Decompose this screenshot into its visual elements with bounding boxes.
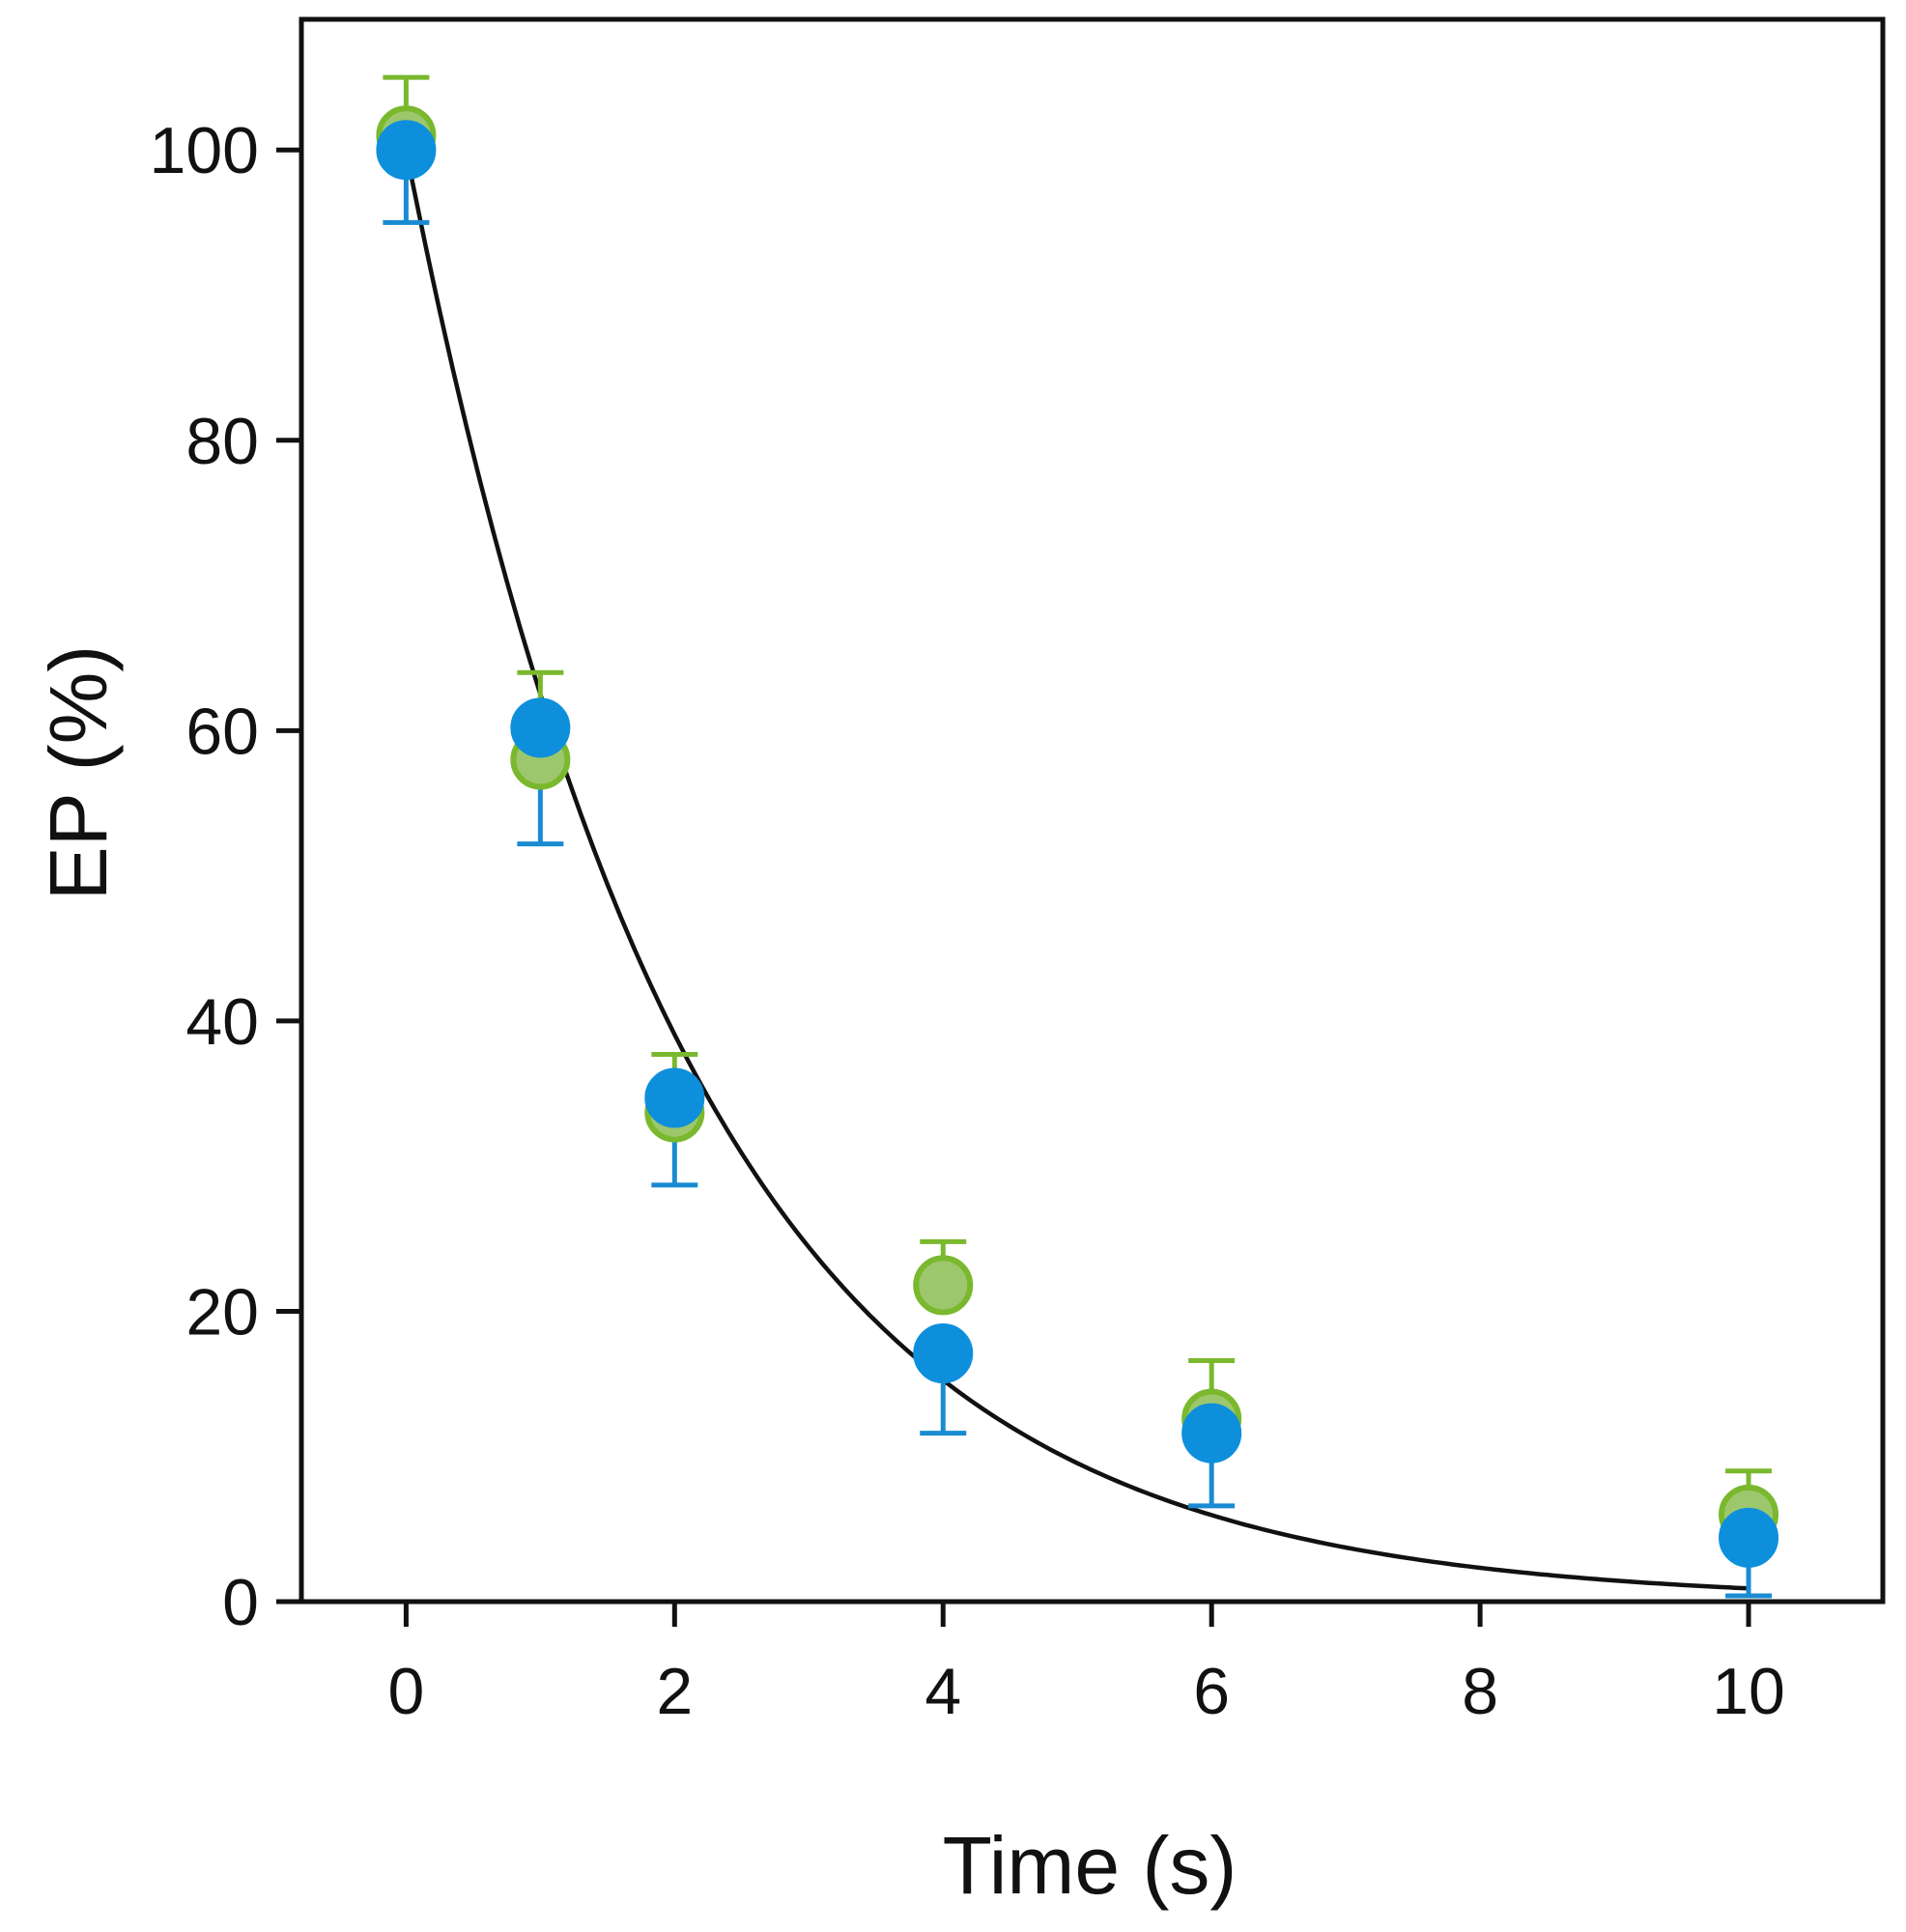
data-point-series-2 bbox=[510, 697, 571, 758]
data-point-series-2 bbox=[1181, 1403, 1242, 1463]
data-point-series-1 bbox=[913, 1255, 974, 1316]
data-point-series-2 bbox=[376, 120, 437, 181]
x-tick-label: 0 bbox=[387, 1655, 424, 1728]
x-tick-label: 6 bbox=[1193, 1655, 1230, 1728]
data-point-series-2 bbox=[913, 1323, 974, 1384]
y-tick-label: 80 bbox=[185, 405, 259, 478]
y-tick-label: 0 bbox=[222, 1566, 259, 1639]
fit-curve bbox=[404, 149, 1750, 1591]
y-tick-label: 40 bbox=[185, 985, 259, 1059]
x-axis-title: Time (s) bbox=[943, 1820, 1237, 1911]
x-tick-label: 8 bbox=[1462, 1655, 1498, 1728]
y-axis-title: EP (%) bbox=[33, 645, 124, 901]
data-point-series-2 bbox=[644, 1067, 705, 1128]
x-tick-label: 4 bbox=[925, 1655, 961, 1728]
y-tick-label: 20 bbox=[185, 1275, 259, 1349]
y-tick-label: 60 bbox=[185, 695, 259, 768]
points-layer bbox=[376, 105, 1779, 1568]
x-tick-label: 10 bbox=[1712, 1655, 1785, 1728]
x-tick-label: 2 bbox=[656, 1655, 693, 1728]
data-point-series-2 bbox=[1719, 1507, 1779, 1568]
y-tick-label: 100 bbox=[150, 114, 259, 187]
plot-frame bbox=[299, 16, 1886, 1605]
fit-curve-layer bbox=[404, 149, 1750, 1591]
